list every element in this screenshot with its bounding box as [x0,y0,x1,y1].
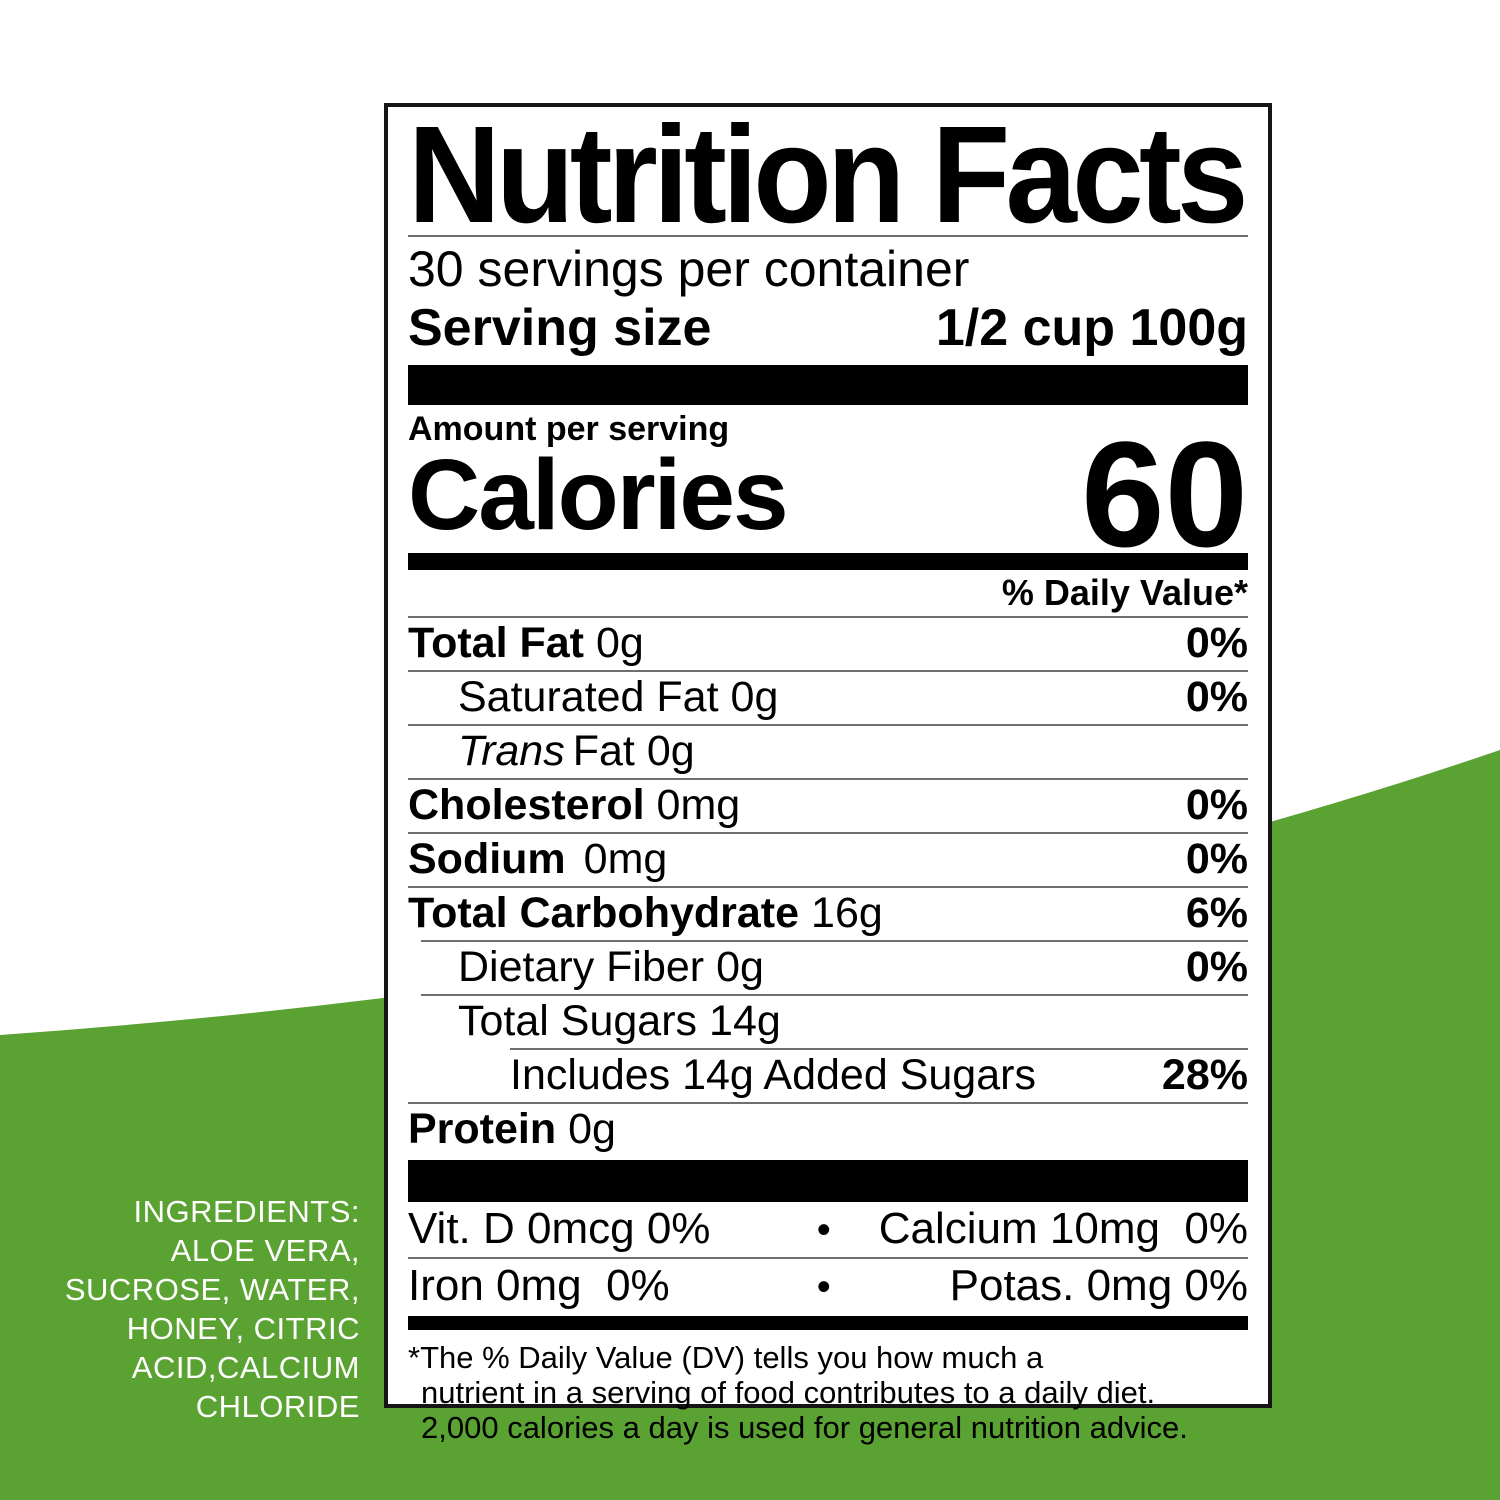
nutrient-name: Total Carbohydrate 16g [408,892,883,935]
serving-size-label: Serving size [408,299,712,357]
daily-value-footnote: *The % Daily Value (DV) tells you how mu… [408,1330,1248,1445]
nutrient-amount: 0g [595,619,644,667]
nutrient-row-dietary-fiber: Dietary Fiber 0g 0% [421,940,1248,994]
nutrient-name-italic: Trans [458,727,565,775]
nutrient-amount: 0g [646,727,695,775]
nutrient-name-text: Total Sugars [458,997,698,1045]
calories-value: 60 [1081,410,1248,578]
ingredients-line: INGREDIENTS: [133,1194,360,1229]
nutrient-row-added-sugars: Includes 14g Added Sugars 28% [510,1048,1248,1102]
calories-row: Calories 60 [408,419,1248,569]
nutrient-dv: 28% [1161,1051,1248,1099]
bullet-separator: • [816,1207,831,1252]
calcium-value: Calcium 10mg 0% [878,1204,1248,1253]
nutrient-dv: 6% [1185,889,1248,937]
nutrient-name-bold: Sodium [408,835,566,883]
nutrient-dv: 0% [1185,943,1248,991]
nutrient-amount: 0g [730,673,779,721]
nutrient-name-text: Fat [572,727,635,775]
servings-per-container: 30 servings per container [408,241,970,297]
title-divider [408,235,1248,237]
potassium-value: Potas. 0mg 0% [949,1261,1248,1310]
nutrient-dv: 0% [1185,619,1248,667]
nutrient-dv: 0% [1185,673,1248,721]
nutrient-name-text: Includes 14g Added Sugars [510,1051,1036,1099]
nutrient-name: Sodium 0mg [408,838,667,881]
bullet-separator: • [816,1264,831,1309]
nutrient-row-trans-fat: Trans Fat 0g [408,724,1248,778]
nutrient-name: Protein 0g [408,1108,616,1151]
calories-divider [408,553,1248,570]
serving-size-row: Serving size 1/2 cup 100g [408,299,1248,357]
vitamin-d-value: Vit. D 0mcg 0% [408,1204,711,1253]
nutrient-amount: 0mg [656,781,741,829]
ingredients-line: ACID,CALCIUM [131,1350,360,1385]
nutrition-facts-panel: Nutrition Facts 30 servings per containe… [384,98,1272,1445]
nutrition-facts-title: Nutrition Facts [408,98,1248,252]
nutrient-name: Total Sugars 14g [421,1000,781,1043]
nutrient-dv: 0% [1185,781,1248,829]
nutrient-name: Saturated Fat 0g [408,676,778,719]
footnote-line: 2,000 calories a day is used for general… [421,1410,1188,1445]
ingredients-line: ALOE VERA, [170,1233,360,1268]
nutrient-row-total-carbohydrate: Total Carbohydrate 16g 6% [408,886,1248,940]
thick-divider-footnote [408,1316,1248,1330]
nutrient-name: Includes 14g Added Sugars [510,1054,1036,1097]
nutrient-name: Cholesterol 0mg [408,784,740,827]
nutrient-row-protein: Protein 0g [408,1102,1248,1156]
serving-size-value: 1/2 cup 100g [935,299,1248,357]
nutrient-name-text: Saturated Fat [458,673,719,721]
thick-divider-top [408,365,1248,405]
ingredients-line: CHLORIDE [195,1389,360,1424]
calories-label: Calories [408,439,789,551]
footnote-line: *The % Daily Value (DV) tells you how mu… [408,1340,1044,1375]
nutrient-name-bold: Total Fat [408,619,584,667]
nutrient-name-bold: Cholesterol [408,781,645,829]
ingredients-line: SUCROSE, WATER, [64,1272,360,1307]
nutrient-name-bold: Protein [408,1105,557,1153]
iron-value: Iron 0mg 0% [408,1261,670,1310]
nutrient-row-total-sugars: Total Sugars 14g [421,994,1248,1048]
nutrient-name: Trans Fat 0g [408,730,695,773]
nutrient-row-saturated-fat: Saturated Fat 0g 0% [408,670,1248,724]
thick-divider-micronutrients [408,1160,1248,1202]
nutrient-amount: 0g [568,1105,616,1153]
nutrient-name: Total Fat 0g [408,622,644,665]
nutrient-name-text: Dietary Fiber [458,943,705,991]
micronutrient-row-2: Iron 0mg 0% • Potas. 0mg 0% [408,1257,1248,1314]
nutrient-amount: 16g [811,889,883,937]
nutrient-name-bold: Total Carbohydrate [408,889,800,937]
nutrient-amount: 0mg [583,835,668,883]
nutrient-amount: 0g [716,943,764,991]
nutrient-row-total-fat: Total Fat 0g 0% [408,616,1248,670]
nutrient-amount: 14g [709,997,781,1045]
micronutrient-row-1: Vit. D 0mcg 0% • Calcium 10mg 0% [408,1202,1248,1257]
ingredients-list: INGREDIENTS: ALOE VERA, SUCROSE, WATER, … [0,1192,360,1426]
ingredients-line: HONEY, CITRIC [126,1311,360,1346]
nutrient-dv: 0% [1185,835,1248,883]
nutrient-name: Dietary Fiber 0g [421,946,764,989]
amount-per-serving-label: Amount per serving [408,410,730,448]
daily-value-header: % Daily Value* [1001,572,1248,613]
nutrient-row-cholesterol: Cholesterol 0mg 0% [408,778,1248,832]
footnote-line: nutrient in a serving of food contribute… [421,1375,1156,1410]
nutrient-row-sodium: Sodium 0mg 0% [408,832,1248,886]
